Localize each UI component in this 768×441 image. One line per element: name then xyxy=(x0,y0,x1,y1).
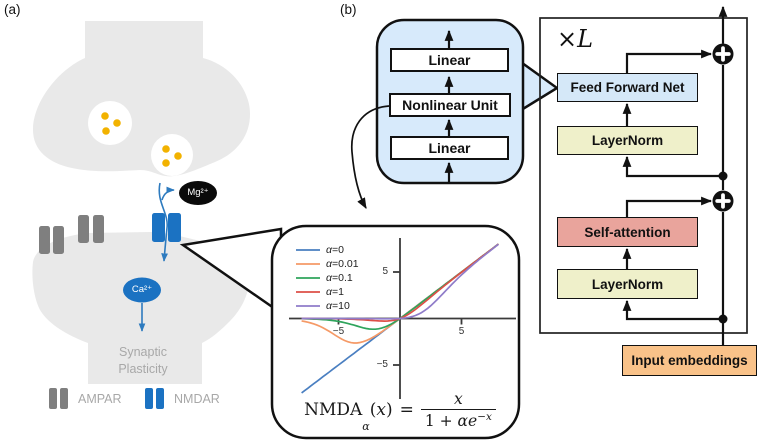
vesicle xyxy=(88,101,132,145)
ampar-receptors xyxy=(39,215,104,254)
xtick-neg5: −5 xyxy=(332,326,345,337)
mg-ion-label: Mg²⁺ xyxy=(187,187,209,198)
residual-branch-dots xyxy=(718,171,728,324)
formula-alpha-subscript: α xyxy=(362,420,370,434)
mg-ion-bubble xyxy=(179,181,217,205)
nonlinear-unit-box: Nonlinear Unit xyxy=(389,93,511,117)
presynaptic-terminal xyxy=(33,21,251,177)
transformer-wiring xyxy=(622,5,728,346)
curve-alpha-10 xyxy=(301,243,499,320)
legend-label-alpha1: α=1 xyxy=(326,286,344,298)
layernorm-bottom-box: LayerNorm xyxy=(557,269,698,299)
nmda-curves xyxy=(301,243,499,394)
plot-legend-lines xyxy=(296,249,320,307)
ytick-neg5: −5 xyxy=(376,359,388,370)
input-embeddings-box: Input embeddings xyxy=(622,345,757,376)
legend-label-alpha01: α=0.1 xyxy=(326,272,353,284)
repeat-times-l-label: ×L xyxy=(557,25,594,53)
synaptic-plasticity-label: Synaptic Plasticity xyxy=(118,345,168,376)
magnesium-release-arrow xyxy=(161,186,175,201)
formula-fraction: x 1 + αe−x xyxy=(420,390,496,430)
neurotransmitter-dots xyxy=(101,112,182,167)
formula-func-name: NMDA xyxy=(304,400,363,421)
nmdar-channel xyxy=(152,213,181,242)
legend-label-alpha0: α=0 xyxy=(326,244,344,256)
residual-add-bottom xyxy=(712,190,734,212)
vesicle xyxy=(151,134,193,176)
nmdar-legend-label: NMDAR xyxy=(174,392,220,406)
ca-ion-label: Ca²⁺ xyxy=(131,284,153,295)
synaptic-vesicles xyxy=(88,101,193,176)
residual-add-top xyxy=(712,43,734,65)
legend-label-alpha001: α=0.01 xyxy=(326,258,359,270)
nmda-formula: NMDA α(x) = x 1 + αe−x xyxy=(285,390,515,434)
self-attention-box: Self-attention xyxy=(557,217,698,247)
layernorm-top-box: LayerNorm xyxy=(557,126,698,155)
ampar-legend-label: AMPAR xyxy=(78,392,122,406)
transformer-block-frame xyxy=(539,17,748,334)
linear-top-box: Linear xyxy=(390,48,509,72)
ca-ion-bubble xyxy=(123,277,161,303)
legend-label-alpha10: α=10 xyxy=(326,300,350,312)
legend-nmdar-glyph xyxy=(145,388,164,409)
panel-a-label: (a) xyxy=(4,2,21,17)
ion-flow-arrows xyxy=(138,182,175,332)
legend-ampar-glyph xyxy=(49,388,68,409)
feed-forward-net-box: Feed Forward Net xyxy=(557,73,698,102)
ytick-pos5: 5 xyxy=(382,266,388,277)
nonlinear-unit-to-plot-arrow xyxy=(351,105,390,209)
xtick-pos5: 5 xyxy=(458,326,465,337)
linear-bottom-box: Linear xyxy=(390,136,509,160)
panel-b-label: (b) xyxy=(340,2,357,17)
calcium-influx-arrow xyxy=(158,182,168,262)
